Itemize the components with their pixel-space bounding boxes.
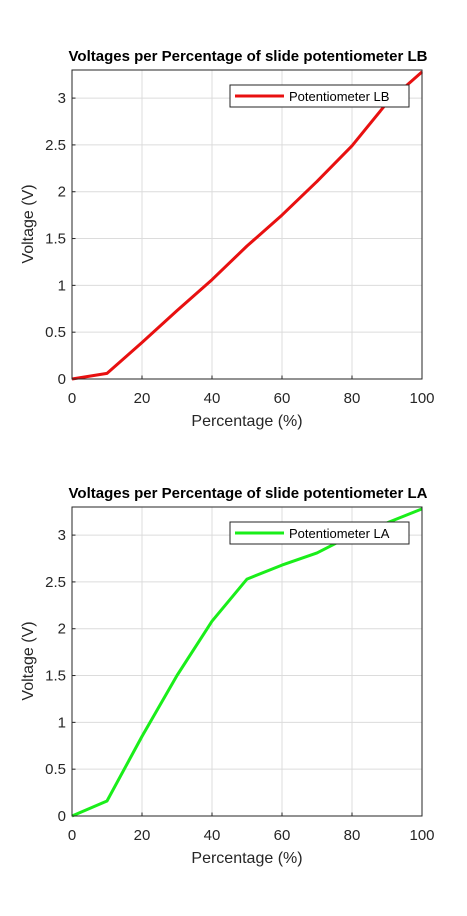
y-tick-label: 0.5 [45, 761, 66, 778]
y-axis-label: Voltage (V) [20, 621, 37, 700]
x-tick-label: 20 [134, 827, 151, 844]
chart-lb: Voltages per Percentage of slide potenti… [20, 48, 435, 430]
y-tick-label: 1.5 [45, 231, 66, 248]
legend-label: Potentiometer LA [289, 526, 390, 541]
x-tick-label: 60 [274, 827, 291, 844]
x-tick-label: 80 [344, 827, 361, 844]
x-tick-label: 100 [409, 390, 434, 407]
y-tick-label: 3 [58, 90, 66, 107]
x-tick-label: 40 [204, 827, 221, 844]
chart-la: Voltages per Percentage of slide potenti… [20, 485, 435, 867]
y-tick-label: 1.5 [45, 668, 66, 685]
x-tick-label: 20 [134, 390, 151, 407]
legend: Potentiometer LA [229, 521, 410, 545]
legend-label: Potentiometer LB [289, 89, 389, 104]
y-tick-label: 1 [58, 277, 66, 294]
plot-area [72, 507, 422, 816]
y-axis-ticks: 0 0.5 1 1.5 2 2.5 3 [45, 527, 76, 825]
x-axis-ticks: 0 20 40 60 80 100 [68, 375, 435, 407]
x-tick-label: 0 [68, 390, 76, 407]
x-axis-ticks: 0 20 40 60 80 100 [68, 812, 435, 844]
legend: Potentiometer LB [229, 84, 410, 108]
legend-box [229, 84, 410, 108]
x-tick-label: 0 [68, 827, 76, 844]
x-tick-label: 60 [274, 390, 291, 407]
plot-frame [71, 69, 423, 380]
x-tick-label: 100 [409, 827, 434, 844]
x-tick-label: 40 [204, 390, 221, 407]
plot-area [72, 70, 422, 379]
x-axis-label: Percentage (%) [191, 413, 302, 430]
y-tick-label: 0 [58, 371, 66, 388]
y-tick-label: 1 [58, 714, 66, 731]
y-tick-label: 2.5 [45, 574, 66, 591]
chart-title: Voltages per Percentage of slide potenti… [69, 48, 428, 65]
y-tick-label: 3 [58, 527, 66, 544]
y-tick-label: 0 [58, 808, 66, 825]
x-tick-label: 80 [344, 390, 361, 407]
plot-frame [71, 506, 423, 817]
y-tick-label: 0.5 [45, 324, 66, 341]
x-axis-label: Percentage (%) [191, 850, 302, 867]
y-axis-ticks: 0 0.5 1 1.5 2 2.5 3 [45, 90, 76, 388]
y-tick-label: 2.5 [45, 137, 66, 154]
series-line [71, 70, 423, 381]
legend-box [229, 521, 410, 545]
y-tick-label: 2 [58, 184, 66, 201]
y-axis-label: Voltage (V) [20, 184, 37, 263]
chart-title: Voltages per Percentage of slide potenti… [69, 485, 428, 502]
y-tick-label: 2 [58, 621, 66, 638]
